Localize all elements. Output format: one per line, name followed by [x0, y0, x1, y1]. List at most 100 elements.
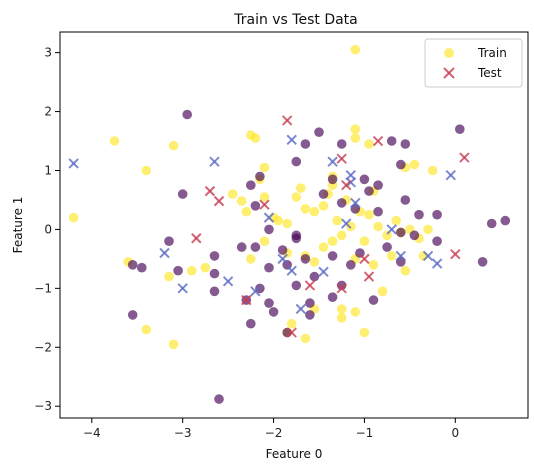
- train-point-c0-40: [309, 271, 320, 282]
- train-point-c1-40: [259, 236, 270, 246]
- test-point-c0-12: [286, 265, 297, 276]
- test-point-c1-10: [359, 253, 370, 265]
- train-point-c0-17: [318, 189, 329, 199]
- train-point-c1-63: [164, 271, 174, 282]
- train-point-c1-21: [273, 215, 283, 226]
- train-point-c0-2: [314, 127, 324, 137]
- train-point-c1-14: [68, 212, 79, 223]
- train-point-c0-61: [214, 394, 224, 404]
- train-point-c1-2: [141, 165, 152, 176]
- test-point-c0-3: [327, 156, 338, 167]
- train-point-c0-44: [382, 242, 392, 252]
- train-point-c0-30: [209, 251, 220, 261]
- y-tick-label: 2: [44, 105, 52, 119]
- legend-train-marker: [444, 48, 454, 58]
- train-point-c1-28: [332, 215, 343, 226]
- train-point-c0-53: [264, 298, 274, 308]
- legend-train-label: Train: [477, 46, 507, 60]
- train-point-c0-56: [305, 298, 315, 308]
- legend-test-label: Test: [477, 66, 502, 80]
- chart-title: Train vs Test Data: [233, 12, 358, 28]
- train-point-c0-39: [300, 254, 311, 264]
- train-point-c0-4: [386, 136, 397, 146]
- train-point-c1-0: [350, 44, 361, 55]
- test-point-c0-17: [295, 303, 307, 315]
- train-point-c1-62: [300, 333, 311, 344]
- train-point-c0-5: [400, 139, 411, 149]
- train-point-c0-50: [209, 268, 220, 279]
- train-point-c1-60: [286, 318, 297, 329]
- train-point-c0-8: [291, 156, 302, 167]
- train-point-c1-1: [109, 136, 120, 146]
- train-point-c1-3: [168, 140, 179, 151]
- test-point-c0-9: [341, 218, 352, 229]
- train-point-c0-57: [336, 280, 347, 291]
- test-point-c0-15: [177, 283, 188, 294]
- train-point-c1-39: [246, 254, 256, 264]
- y-tick-label: 1: [44, 163, 52, 177]
- train-point-c0-58: [368, 295, 379, 305]
- train-point-c0-10: [246, 180, 256, 190]
- train-point-c1-64: [141, 324, 152, 335]
- train-point-c0-55: [305, 310, 315, 320]
- train-point-c0-24: [486, 218, 497, 229]
- x-tick-label: −4: [83, 426, 101, 440]
- train-point-c1-25: [309, 206, 320, 217]
- train-point-c1-8: [350, 124, 361, 134]
- train-point-c0-1: [300, 139, 311, 149]
- y-tick-label: −3: [34, 399, 52, 413]
- train-point-c1-35: [391, 215, 402, 226]
- y-tick-label: 0: [44, 222, 52, 236]
- test-point-c1-12: [450, 248, 461, 260]
- train-point-c0-6: [396, 159, 406, 170]
- plot-frame: [59, 31, 529, 419]
- test-point-c0-6: [345, 177, 357, 188]
- test-point-c0-21: [386, 224, 397, 235]
- test-point-c0-11: [277, 253, 288, 265]
- train-point-c1-56: [350, 307, 361, 317]
- train-point-c0-33: [264, 224, 274, 235]
- test-point-c1-3: [459, 152, 470, 163]
- train-point-c1-50: [386, 251, 397, 261]
- train-point-c1-65: [168, 339, 179, 350]
- test-point-c1-7: [259, 199, 270, 210]
- test-point-c0-19: [422, 250, 434, 262]
- train-point-c1-59: [336, 313, 347, 323]
- train-point-c1-57: [359, 327, 370, 338]
- train-point-c1-24: [300, 204, 311, 214]
- train-point-c0-0: [182, 109, 192, 120]
- test-point-c1-13: [241, 294, 252, 306]
- test-point-c0-0: [68, 158, 79, 169]
- train-point-c0-7: [455, 124, 465, 134]
- train-point-c1-33: [373, 221, 383, 232]
- train-point-c1-13: [427, 165, 438, 176]
- test-point-c1-14: [286, 327, 297, 338]
- train-point-c0-15: [177, 189, 188, 199]
- test-point-c1-6: [341, 180, 352, 191]
- test-point-c0-4: [445, 169, 456, 181]
- test-point-c1-11: [363, 271, 375, 282]
- train-point-c0-23: [432, 209, 442, 220]
- train-point-c0-32: [250, 242, 261, 252]
- train-point-c1-30: [346, 221, 356, 232]
- train-point-c0-3: [336, 139, 347, 149]
- train-point-c0-27: [137, 262, 147, 273]
- test-point-c0-20: [431, 258, 443, 269]
- train-point-c1-58: [377, 286, 388, 297]
- test-point-c0-2: [286, 134, 297, 146]
- legend: Train Test: [424, 38, 523, 88]
- train-point-c1-51: [400, 265, 411, 276]
- train-point-c0-16: [250, 201, 261, 211]
- train-point-c0-63: [291, 280, 302, 291]
- train-point-c0-48: [127, 310, 138, 320]
- x-axis-label: Feature 0: [266, 447, 323, 461]
- train-point-c1-5: [250, 133, 261, 143]
- train-point-c0-22: [414, 209, 424, 220]
- x-axis: −4 −3 −2 −1 0: [83, 418, 459, 440]
- train-point-c1-46: [336, 230, 347, 241]
- train-point-c0-41: [327, 251, 338, 261]
- train-point-c1-9: [350, 133, 361, 143]
- train-point-c0-52: [246, 318, 256, 329]
- train-point-c0-25: [500, 215, 511, 226]
- train-point-c0-46: [409, 230, 420, 241]
